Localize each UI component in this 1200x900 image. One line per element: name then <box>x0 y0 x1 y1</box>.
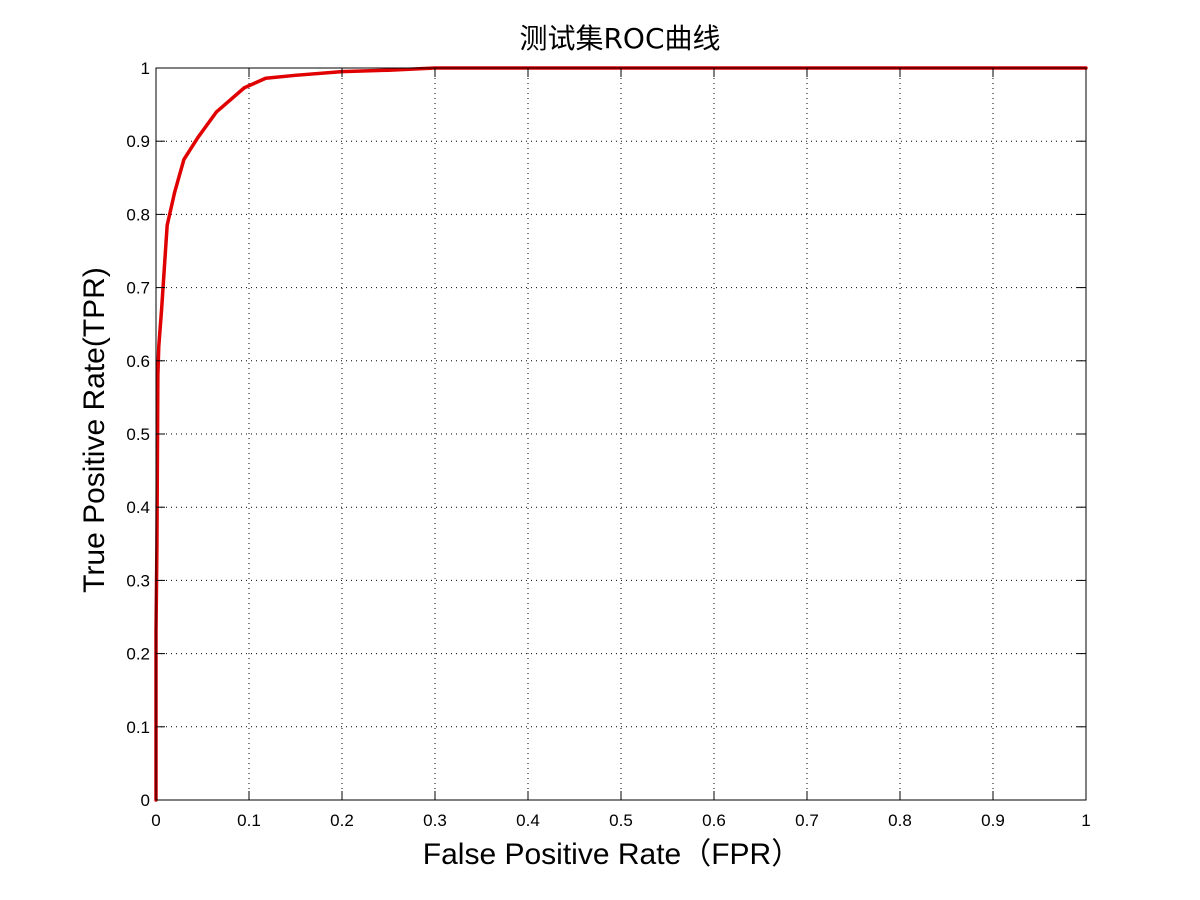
x-tick-label: 0.9 <box>981 811 1005 830</box>
y-tick-label: 0.6 <box>126 352 150 371</box>
y-tick-label: 0.9 <box>126 132 150 151</box>
y-tick-label: 0.7 <box>126 279 150 298</box>
x-tick-label: 0.6 <box>702 811 726 830</box>
x-axis-label: False Positive Rate（FPR） <box>423 838 801 871</box>
x-tick-label: 0.4 <box>516 811 540 830</box>
chart-title: 测试集ROC曲线 <box>519 22 720 55</box>
y-axis-label: True Positive Rate(TPR) <box>78 267 111 593</box>
y-tick-label: 0.2 <box>126 645 150 664</box>
x-tick-label: 0.2 <box>330 811 354 830</box>
x-tick-label: 0.7 <box>795 811 819 830</box>
y-tick-label: 0 <box>141 791 150 810</box>
grid-lines <box>156 68 1086 800</box>
x-tick-label: 1 <box>1081 811 1090 830</box>
y-tick-label: 0.5 <box>126 425 150 444</box>
x-tick-label: 0.1 <box>237 811 261 830</box>
x-tick-label: 0.8 <box>888 811 912 830</box>
roc-curve-line <box>154 66 1088 802</box>
y-tick-label: 1 <box>141 59 150 78</box>
series-layer <box>154 66 1088 802</box>
y-tick-label: 0.3 <box>126 571 150 590</box>
y-tick-labels: 0 0.1 0.2 0.3 0.4 0.5 0.6 0.7 0.8 0.9 1 <box>126 59 150 810</box>
x-tick-labels: 0 0.1 0.2 0.3 0.4 0.5 0.6 0.7 0.8 0.9 1 <box>151 811 1090 830</box>
x-tick-label: 0 <box>151 811 160 830</box>
tick-marks <box>155 67 1087 801</box>
y-tick-label: 0.8 <box>126 205 150 224</box>
x-tick-label: 0.3 <box>423 811 447 830</box>
y-tick-label: 0.4 <box>126 498 150 517</box>
y-tick-label: 0.1 <box>126 718 150 737</box>
x-tick-label: 0.5 <box>609 811 633 830</box>
